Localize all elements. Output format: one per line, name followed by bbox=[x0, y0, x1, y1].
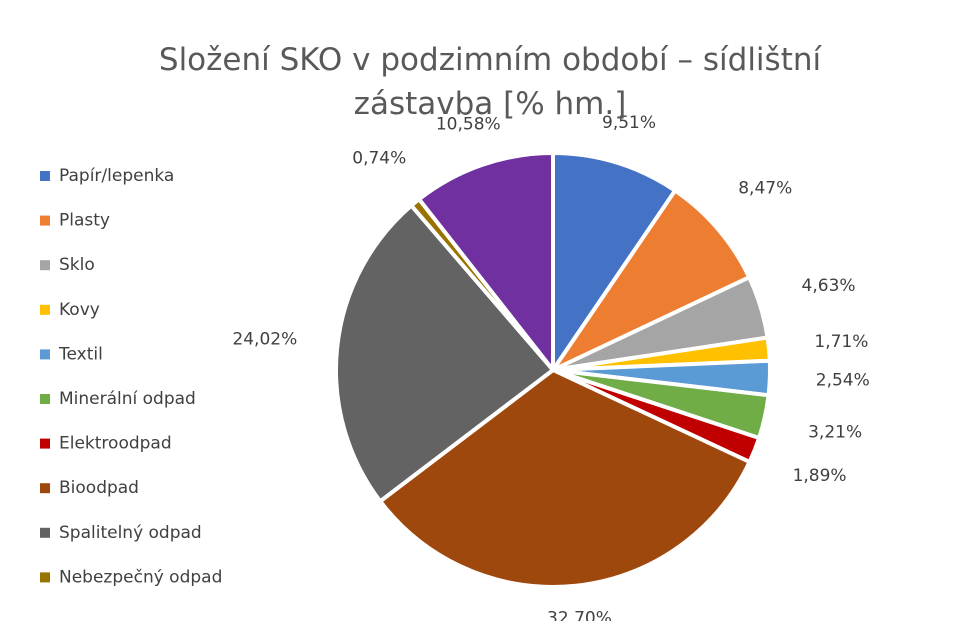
data-label: 1,71% bbox=[814, 332, 868, 352]
legend-swatch bbox=[40, 483, 50, 494]
pie-slice bbox=[378, 368, 752, 589]
legend-label: Kovy bbox=[59, 300, 100, 320]
pie-slice bbox=[334, 203, 555, 504]
data-label: 24,02% bbox=[232, 330, 297, 350]
legend-swatch bbox=[40, 260, 50, 271]
legend-swatch bbox=[40, 304, 50, 315]
data-label: 0,74% bbox=[352, 149, 406, 169]
data-label: 10,58% bbox=[436, 115, 501, 135]
pie-slice bbox=[551, 188, 752, 372]
legend-label: Nebezpečný odpad bbox=[59, 567, 222, 587]
legend-swatch bbox=[40, 394, 50, 404]
data-label: 4,63% bbox=[802, 276, 856, 296]
legend-label: Papír/lepenka bbox=[59, 166, 174, 186]
legend-label: Spalitelný odpad bbox=[59, 523, 202, 543]
data-label: 1,89% bbox=[793, 466, 847, 486]
data-label: 32,70% bbox=[547, 608, 612, 621]
pie-slice bbox=[417, 151, 555, 372]
chart-title: Složení SKO v podzimním období – sídlišt… bbox=[158, 42, 822, 122]
legend-swatch bbox=[40, 171, 50, 181]
legend-swatch bbox=[40, 438, 50, 449]
data-label: 3,21% bbox=[808, 422, 862, 442]
legend-label: Textil bbox=[58, 344, 103, 364]
legend-label: Elektroodpad bbox=[59, 434, 172, 454]
data-label: 8,47% bbox=[738, 179, 792, 199]
legend-label: Minerální odpad bbox=[59, 389, 196, 409]
data-label: 2,54% bbox=[816, 371, 870, 391]
legend-swatch bbox=[40, 527, 50, 538]
legend-swatch bbox=[40, 349, 50, 360]
data-label: 9,51% bbox=[602, 113, 656, 133]
legend-swatch bbox=[40, 215, 50, 226]
legend-swatch bbox=[40, 572, 50, 583]
legend-label: Bioodpad bbox=[59, 478, 139, 498]
pie-slice bbox=[551, 151, 678, 372]
legend-label: Sklo bbox=[59, 255, 95, 275]
legend-label: Plasty bbox=[59, 211, 110, 231]
